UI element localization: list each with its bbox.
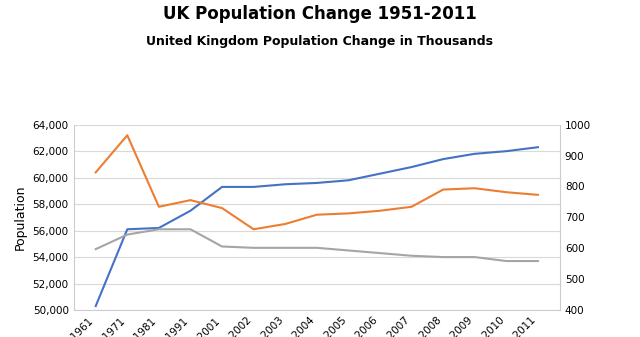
- Text: UK Population Change 1951-2011: UK Population Change 1951-2011: [163, 5, 477, 23]
- Text: United Kingdom Population Change in Thousands: United Kingdom Population Change in Thou…: [147, 35, 493, 49]
- Y-axis label: Population: Population: [14, 185, 27, 250]
